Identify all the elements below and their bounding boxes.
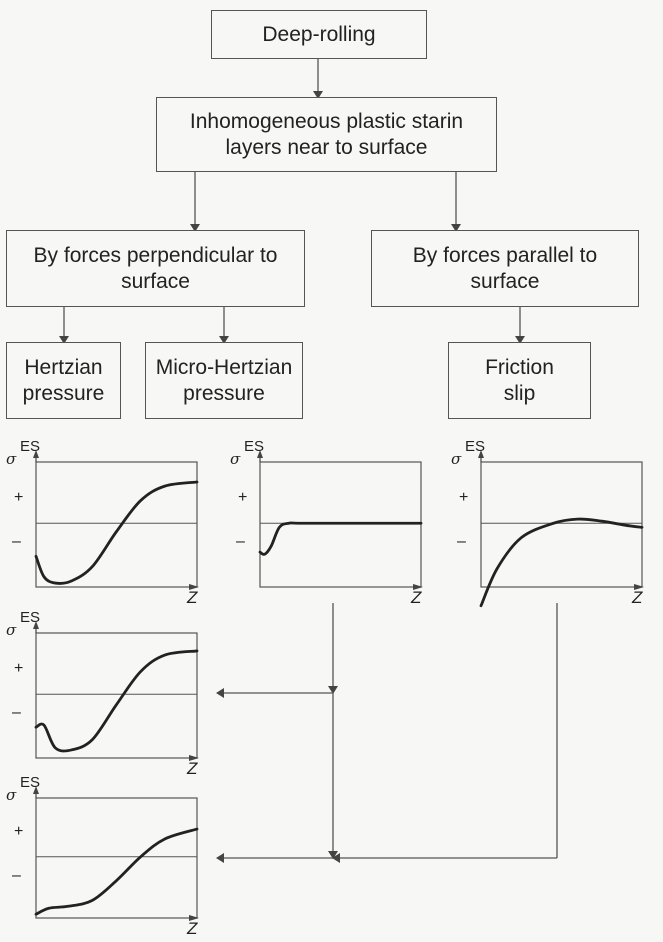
- hertzian-es-label: ES: [20, 438, 41, 455]
- hertzian-minus-label: –: [12, 533, 21, 551]
- hertzian-pressure-box: Hertzian pressure: [6, 342, 121, 419]
- combined-total-plus-label: +: [14, 822, 24, 840]
- flow-connectors: [59, 59, 558, 863]
- combined-total-plot-frame: [35, 797, 198, 919]
- friction-plus-label: +: [459, 489, 469, 507]
- combined-total-x-arrow: [189, 915, 199, 921]
- combined-total-z-label: Z: [187, 919, 198, 938]
- combined-perpendicular-plus-label: +: [14, 660, 24, 678]
- micro-hertzian-x-arrow: [413, 584, 423, 590]
- micro-hertzian-sigma-label: σ: [230, 450, 241, 468]
- combined-total-stress-curve: [34, 827, 199, 916]
- combined-total-sigma-label: σ: [6, 786, 17, 804]
- micro-hertzian-y-arrow: [257, 450, 263, 458]
- micro-hertzian-minus-label: –: [236, 533, 245, 551]
- combined-total-es-label: ES: [20, 774, 41, 791]
- micro-hertzian-plus-label: +: [238, 489, 248, 507]
- micro-hertzian-es-label: ES: [244, 438, 265, 455]
- hertzian-z-label: Z: [187, 588, 198, 607]
- combined-perpendicular-plot-frame: [35, 632, 198, 759]
- hertzian-x-arrow: [189, 584, 199, 590]
- hertzian-plot-frame: [35, 461, 198, 588]
- friction-y-arrow: [478, 450, 484, 458]
- inhomogeneous-layers-box: Inhomogeneous plastic starin layers near…: [156, 97, 497, 172]
- friction-slip-box: Friction slip: [448, 342, 591, 419]
- combined-perpendicular-x-arrow: [189, 755, 199, 761]
- perpendicular-forces-box: By forces perpendicular to surface: [6, 230, 305, 307]
- micro-hertzian-z-label: Z: [411, 588, 422, 607]
- friction-es-label: ES: [465, 438, 486, 455]
- micro-hertzian-stress-curve: [258, 521, 423, 556]
- friction-stress-curve: [479, 517, 644, 608]
- combined-total-y-arrow: [33, 786, 39, 794]
- friction-z-label: Z: [632, 588, 643, 607]
- combined-perpendicular-es-label: ES: [20, 609, 41, 626]
- friction-sigma-label: σ: [451, 450, 462, 468]
- micro-hertzian-pressure-box: Micro-Hertzian pressure: [145, 342, 303, 419]
- hertzian-stress-curve: [34, 480, 199, 585]
- friction-plot-frame: [480, 461, 643, 588]
- hertzian-plus-label: +: [14, 489, 24, 507]
- combined-total-minus-label: –: [12, 866, 21, 884]
- combined-perpendicular-z-label: Z: [187, 759, 198, 778]
- parallel-forces-box: By forces parallel to surface: [371, 230, 639, 307]
- combined-perpendicular-stress-curve: [34, 649, 199, 753]
- friction-minus-label: –: [457, 533, 466, 551]
- hertzian-sigma-label: σ: [6, 450, 17, 468]
- combined-perpendicular-minus-label: –: [12, 704, 21, 722]
- hertzian-y-arrow: [33, 450, 39, 458]
- deep-rolling-box: Deep-rolling: [211, 10, 427, 59]
- combined-perpendicular-y-arrow: [33, 621, 39, 629]
- combined-perpendicular-sigma-label: σ: [6, 621, 17, 639]
- friction-x-arrow: [634, 584, 644, 590]
